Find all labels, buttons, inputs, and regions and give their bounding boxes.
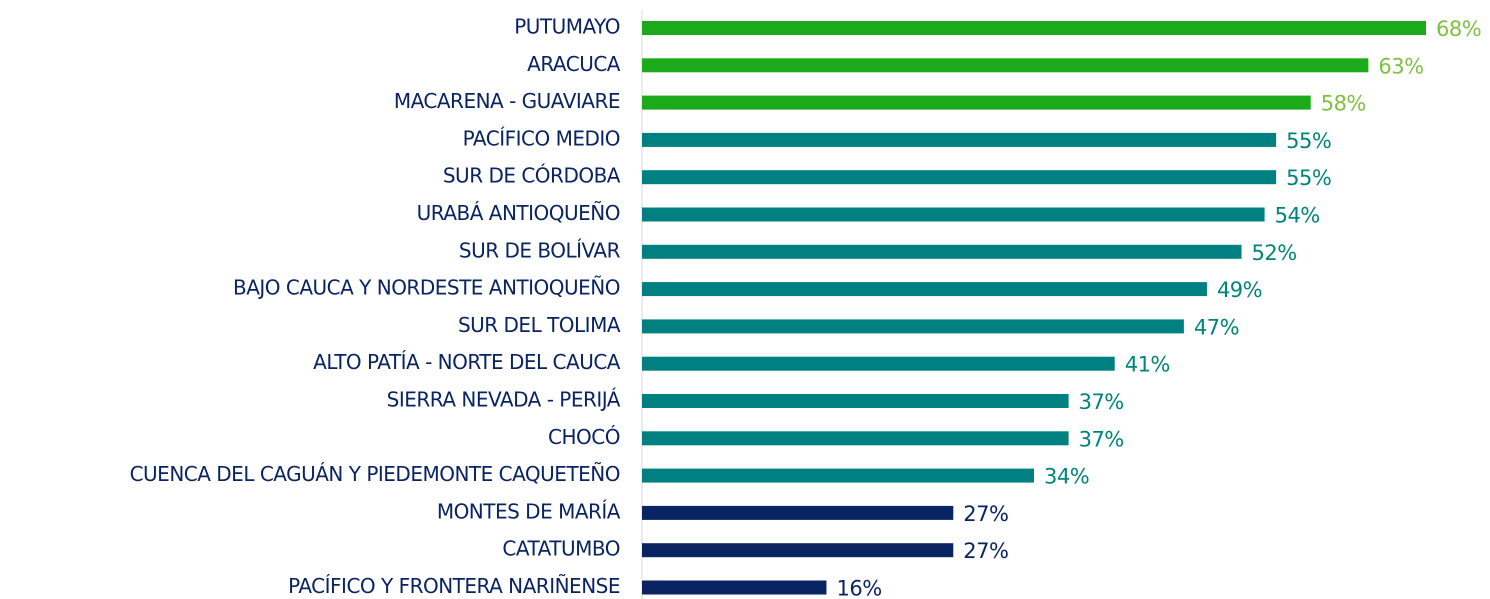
bar	[642, 431, 1069, 446]
category-label: SUR DE BOLÍVAR	[459, 238, 621, 262]
bar	[642, 580, 827, 595]
value-label: 41%	[1125, 353, 1170, 377]
value-label: 54%	[1275, 204, 1320, 228]
bar	[642, 282, 1207, 297]
value-label: 37%	[1079, 390, 1124, 414]
category-label: SIERRA NEVADA - PERIJÁ	[387, 388, 621, 412]
bar	[642, 319, 1184, 334]
value-label: 34%	[1044, 465, 1089, 489]
bar	[642, 207, 1265, 222]
category-label: PUTUMAYO	[514, 15, 620, 39]
bar	[642, 356, 1115, 371]
category-label: MONTES DE MARÍA	[437, 499, 621, 523]
bar	[642, 58, 1369, 73]
category-label: PACÍFICO MEDIO	[463, 126, 620, 150]
bar	[642, 244, 1242, 259]
bar	[642, 95, 1311, 110]
category-label: SUR DE CÓRDOBA	[443, 164, 621, 188]
value-label: 58%	[1321, 92, 1366, 116]
category-label: CATATUMBO	[502, 537, 620, 561]
bar	[642, 468, 1034, 483]
value-label: 55%	[1286, 166, 1331, 190]
value-label: 27%	[963, 539, 1008, 563]
bar	[642, 132, 1277, 147]
bar	[642, 543, 954, 558]
value-label: 55%	[1286, 129, 1331, 153]
category-label: BAJO CAUCA Y NORDESTE ANTIOQUEÑO	[233, 276, 620, 300]
value-label: 49%	[1217, 278, 1262, 302]
bar	[642, 505, 954, 520]
category-label: SUR DEL TOLIMA	[458, 313, 621, 337]
category-label: CUENCA DEL CAGUÁN Y PIEDEMONTE CAQUETEÑO	[130, 462, 620, 486]
value-label: 68%	[1436, 17, 1481, 41]
value-label: 37%	[1079, 427, 1124, 451]
category-label: MACARENA - GUAVIARE	[394, 89, 620, 113]
value-label: 63%	[1378, 54, 1423, 78]
value-label: 52%	[1252, 241, 1297, 265]
category-label: URABÁ ANTIOQUEÑO	[417, 201, 620, 225]
value-label: 47%	[1194, 315, 1239, 339]
category-label: CHOCÓ	[548, 425, 620, 449]
value-label: 27%	[963, 502, 1008, 526]
value-label: 16%	[836, 577, 881, 599]
category-label: ALTO PATÍA - NORTE DEL CAUCA	[313, 350, 621, 374]
bar	[642, 21, 1426, 35]
category-label: ARACUCA	[527, 52, 621, 76]
category-label: PACÍFICO Y FRONTERA NARIÑENSE	[288, 574, 620, 598]
bar	[642, 170, 1277, 185]
bar	[642, 394, 1069, 408]
